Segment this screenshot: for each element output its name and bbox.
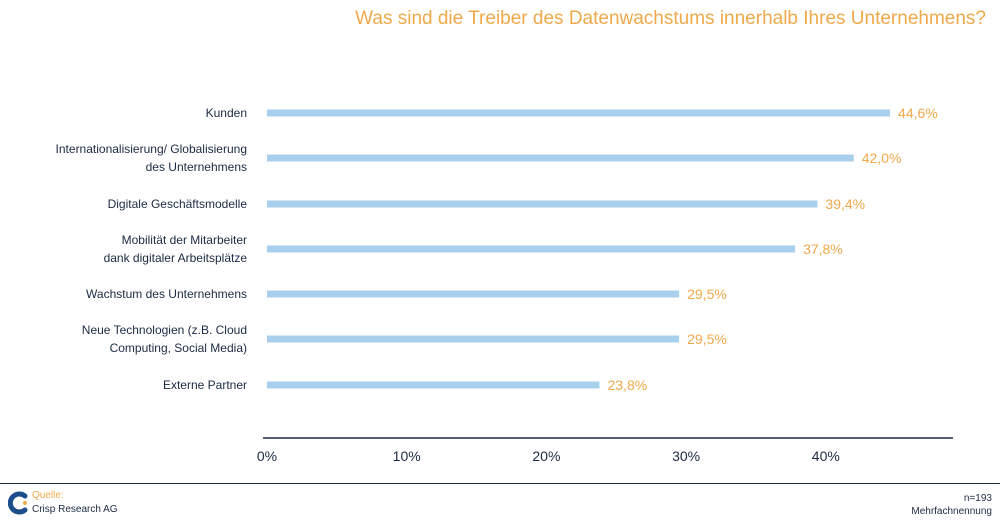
category-label: Kunden — [206, 106, 247, 120]
x-tick-label: 0% — [257, 448, 277, 464]
x-tick-label: 30% — [672, 448, 700, 464]
category-label: Mobilität der Mitarbeiter — [122, 233, 247, 247]
source-block: Quelle: Crisp Research AG — [8, 490, 208, 520]
value-label: 29,5% — [687, 331, 727, 347]
value-label: 29,5% — [687, 286, 727, 302]
sample-size: n=193 — [963, 493, 992, 504]
value-label: 39,4% — [825, 196, 865, 212]
category-label: dank digitaler Arbeitsplätze — [104, 251, 248, 265]
bar-chart: 44,6% Kunden 42,0% Internationalisierung/ G… — [56, 105, 953, 464]
category-label: Wachstum des Unternehmens — [86, 287, 247, 301]
x-tick-label: 20% — [532, 448, 560, 464]
x-tick-label: 10% — [393, 448, 421, 464]
value-label: 23,8% — [607, 377, 647, 393]
category-label: Internationalisierung/ Globalisierung — [56, 142, 247, 156]
bar — [267, 200, 818, 208]
source-label: Quelle: — [32, 490, 64, 501]
chart-title: Was sind die Treiber des Datenwachstums … — [355, 8, 986, 29]
value-label: 42,0% — [862, 150, 902, 166]
bar — [267, 335, 680, 343]
bar — [267, 245, 796, 253]
footer-divider — [0, 483, 1000, 484]
source-name: Crisp Research AG — [32, 504, 118, 515]
multiple-answers-note: Mehrfachnennung — [911, 506, 992, 517]
value-label: 37,8% — [803, 241, 843, 257]
category-label: Neue Technologien (z.B. Cloud — [82, 323, 247, 337]
bar — [267, 290, 680, 298]
category-label: des Unternehmens — [146, 160, 247, 174]
category-label: Digitale Geschäftsmodelle — [108, 197, 248, 211]
bar — [267, 109, 891, 117]
crisp-logo-icon — [8, 491, 28, 515]
value-label: 44,6% — [898, 105, 938, 121]
bar — [267, 381, 600, 389]
category-label: Computing, Social Media) — [110, 341, 247, 355]
x-tick-label: 40% — [812, 448, 840, 464]
bar — [267, 154, 854, 162]
category-label: Externe Partner — [163, 378, 247, 392]
sample-info: n=193 Mehrfachnennung — [911, 492, 992, 518]
